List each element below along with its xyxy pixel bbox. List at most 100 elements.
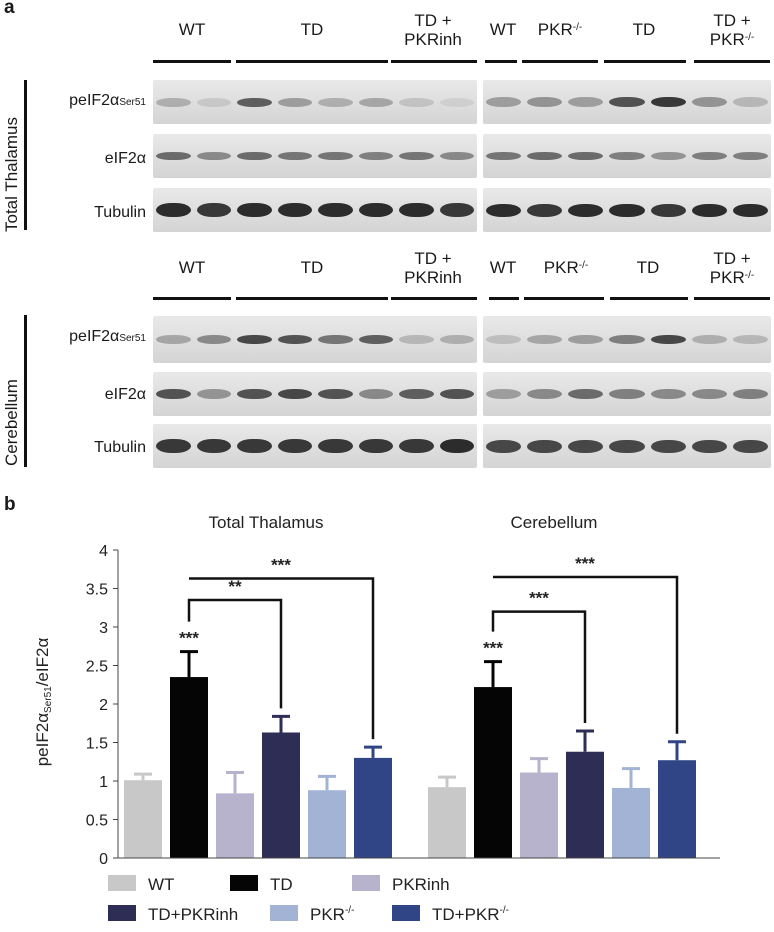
y-tick-label: 3.5 xyxy=(86,582,108,599)
grp-tdpkrinh-left-2: PKRinh xyxy=(404,30,462,49)
blot-band xyxy=(156,335,191,344)
blot-band xyxy=(358,439,393,453)
blot-band xyxy=(439,203,474,217)
blot-band xyxy=(486,203,522,217)
blot-band xyxy=(277,152,312,160)
y-axis-label-part: Ser51 xyxy=(43,686,54,713)
grp-line xyxy=(522,60,598,63)
blot-band xyxy=(486,389,522,399)
blot-cerebellum-eif2a-left xyxy=(153,372,477,416)
blot-band xyxy=(156,152,191,160)
legend-label: TD xyxy=(270,875,293,894)
bar-thalamus-4 xyxy=(308,790,346,858)
grp-line xyxy=(236,60,388,63)
panel-b-label: b xyxy=(4,494,16,515)
blot-band xyxy=(196,389,231,399)
sig-bracket xyxy=(189,577,375,740)
blot-band xyxy=(732,203,768,217)
blot-band xyxy=(609,97,645,107)
blot-band xyxy=(527,439,563,453)
y-tick-label: 2.5 xyxy=(86,659,108,676)
grp-line xyxy=(604,60,686,63)
y-axis-label: peIF2αSer51/eIF2α xyxy=(33,638,54,767)
sig-stars: ** xyxy=(228,577,242,596)
blot-thalamus-peif2a-left xyxy=(153,80,477,124)
blot-cerebellum-peif2a-left xyxy=(153,316,477,363)
blot-band xyxy=(732,97,768,107)
bar-chart: 0 0.5 1 1.5 2 2.5 3 3.5 4 peIF2αSer51/eIF2α Total … xyxy=(33,513,720,868)
blot-band xyxy=(486,335,522,344)
blot-band xyxy=(527,389,563,399)
blot-band xyxy=(277,203,312,217)
grp-tdpkr-right-1: TD + xyxy=(713,249,751,268)
blot-band xyxy=(650,97,686,107)
legend-label: PKR-/- xyxy=(310,905,354,924)
blot-band xyxy=(318,97,353,107)
grp-wt-left: WT xyxy=(178,20,206,39)
blot-band xyxy=(237,152,272,160)
grp-wt-right: WT xyxy=(489,258,517,277)
y-tick-label: 3 xyxy=(99,620,108,637)
blot-band xyxy=(196,152,231,160)
blot-thalamus-eif2a-right xyxy=(483,134,771,178)
blot-band xyxy=(399,97,434,107)
blot-band xyxy=(732,439,768,453)
blot-band xyxy=(691,389,727,399)
grp-line xyxy=(153,297,231,300)
blot-band xyxy=(237,335,272,344)
legend-swatch xyxy=(108,875,136,891)
row-label-tubulin: Tubulin xyxy=(94,204,146,221)
y-tick-label: 4 xyxy=(99,543,108,560)
blot-band xyxy=(196,335,231,344)
legend-sup: -/- xyxy=(345,905,354,916)
blot-band xyxy=(568,203,604,217)
blot-band xyxy=(439,152,474,160)
legend-swatch xyxy=(230,875,258,891)
grp-tdpkrinh-left-1: TD + xyxy=(414,11,452,30)
legend-swatch xyxy=(270,905,298,921)
blot-band xyxy=(691,97,727,107)
bar-cerebellum-2 xyxy=(520,772,558,858)
sig-stars: *** xyxy=(575,554,595,573)
legend-swatch xyxy=(392,905,420,921)
sig-stars: *** xyxy=(271,555,291,574)
blot-band xyxy=(318,439,353,453)
grp-td-right: TD xyxy=(636,258,660,277)
legend-label: WT xyxy=(148,875,174,894)
sig-stars: *** xyxy=(529,589,549,608)
sig-stars-td: *** xyxy=(483,639,503,658)
y-axis-label-part: peIF2α xyxy=(33,713,52,766)
blot-band xyxy=(568,152,604,160)
blot-band xyxy=(568,389,604,399)
row-label-eif2a: eIF2α xyxy=(104,150,146,167)
legend-label: TD+PKRinh xyxy=(148,905,238,924)
blot-band xyxy=(237,389,272,399)
blot-band xyxy=(277,97,312,107)
blot-band xyxy=(358,97,393,107)
legend-sup: -/- xyxy=(500,905,509,916)
sig-stars-td: *** xyxy=(179,629,199,648)
blot-thalamus-tubulin-left xyxy=(153,188,477,232)
row-label-peif2a: peIF2αSer51 xyxy=(69,92,146,109)
blot-band xyxy=(318,152,353,160)
blot-cerebellum-tubulin-left xyxy=(153,424,477,468)
sig-bracket xyxy=(491,610,587,723)
blot-band xyxy=(399,389,434,399)
bar-thalamus-3 xyxy=(262,732,300,858)
grp-line xyxy=(694,60,770,63)
legend-swatch xyxy=(352,875,380,891)
blot-band xyxy=(732,389,768,399)
blot-band xyxy=(358,335,393,344)
bar-thalamus-1 xyxy=(170,677,208,858)
blot-band xyxy=(156,389,191,399)
sig-bracket xyxy=(493,575,679,734)
y-tick-label: 1.5 xyxy=(86,736,108,753)
grp-td-left: TD xyxy=(300,258,324,277)
blot-band xyxy=(156,439,191,453)
blot-band xyxy=(527,335,563,344)
blot-band xyxy=(399,439,434,453)
blot-cerebellum-tubulin-right xyxy=(483,424,771,468)
blot-band xyxy=(568,439,604,453)
sig-bracket xyxy=(187,598,283,709)
grp-tdpkrinh-left-2: PKRinh xyxy=(404,268,462,287)
